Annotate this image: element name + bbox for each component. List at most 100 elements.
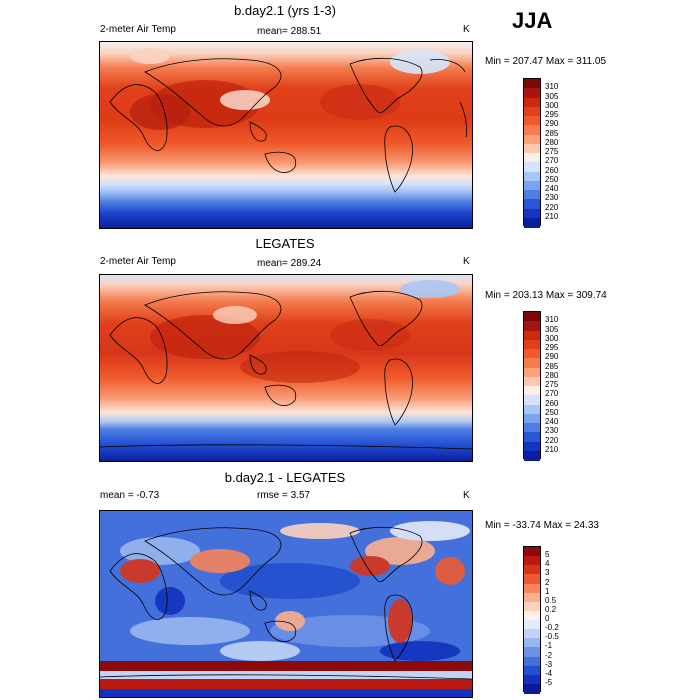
panel-1-colorbar-tick-label: 280 <box>545 137 559 147</box>
panel-1-colorbar-swatch <box>524 116 540 126</box>
panel-2-variable-label: 2-meter Air Temp <box>100 256 176 267</box>
panel-2-colorbar-swatch <box>524 376 540 387</box>
panel-3-colorbar-tick-label: 0 <box>545 614 550 623</box>
panel-3-colorbar-swatch <box>524 547 540 557</box>
panel-1-colorbar-tick-label: 290 <box>545 119 559 129</box>
panel-1-minmax-label: Min = 207.47 Max = 311.05 <box>485 56 607 67</box>
panel-3-colorbar-tick-label: -0.2 <box>545 623 559 633</box>
panel-2-colorbar-swatch <box>524 432 540 442</box>
panel-1-colorbar-tick-label: 260 <box>545 165 559 175</box>
panel-1-units-label: K <box>463 24 470 35</box>
panel-1-variable-label: 2-meter Air Temp <box>100 24 176 35</box>
panel-2-map <box>99 274 473 462</box>
panel-1-colorbar-swatch <box>524 143 540 154</box>
panel-2-colorbar-tick-label: 290 <box>545 352 559 362</box>
panel-1-colorbar-tick-label: 220 <box>545 202 559 212</box>
panel-3-colorbar-tick-label: 2 <box>545 577 550 587</box>
panel-3-colorbar-tick-label: -4 <box>545 668 553 678</box>
panel-3-colorbar-swatch <box>524 620 540 630</box>
panel-1-colorbar-tick-label: 240 <box>545 184 559 193</box>
panel-1-colorbar-tick-label: 285 <box>545 128 559 138</box>
panel-1-colorbar-tick-label: 275 <box>545 147 559 156</box>
panel-3-colorbar-swatch <box>524 592 540 603</box>
panel-1-map-graphic <box>100 42 472 228</box>
panel-1-colorbar-swatch <box>524 162 540 172</box>
panel-1-colorbar-bar <box>523 78 541 228</box>
panel-2-colorbar-tick-label: 230 <box>545 426 559 436</box>
panel-2-colorbar-tick-label: 280 <box>545 370 559 380</box>
panel-3-minmax-label: Min = -33.74 Max = 24.33 <box>485 520 599 531</box>
panel-1-colorbar-swatch <box>524 88 540 98</box>
panel-2-colorbar-tick-label: 220 <box>545 435 559 445</box>
panel-1-colorbar-tick-label: 230 <box>545 193 559 203</box>
panel-3-rmse-label: rmse = 3.57 <box>257 490 311 501</box>
panel-3-colorbar-tick-label: -2 <box>545 650 553 660</box>
panel-2-colorbar: 310 305 300 295 290 285 280 275 270 260 250 240 230 2… <box>523 311 583 461</box>
panel-1-colorbar-tick-label: 270 <box>545 156 559 166</box>
panel-3-colorbar-tick-label: 1 <box>545 586 550 596</box>
panel-3-colorbar-swatch <box>524 583 540 594</box>
panel-1-colorbar-swatch <box>524 208 540 219</box>
panel-1-colorbar-tick-label: 305 <box>545 91 559 101</box>
panel-3-colorbar-swatch <box>524 674 540 685</box>
panel-3-colorbar-swatch <box>524 647 540 657</box>
panel-2-colorbar-swatch <box>524 386 540 396</box>
panel-3-colorbar-swatch <box>524 665 540 676</box>
panel-1-colorbar-swatch <box>524 199 540 209</box>
panel-2-mean-label: mean= 289.24 <box>257 258 322 269</box>
panel-2-colorbar-swatch <box>524 330 540 341</box>
panel-3-colorbar-swatch <box>524 601 540 612</box>
panel-1-colorbar-tick-label: 310 <box>545 82 559 92</box>
panel-2-colorbar-tick-label: 250 <box>545 407 559 417</box>
panel-3-colorbar-tick-label: 4 <box>545 559 550 569</box>
panel-2-colorbar-tick-label: 275 <box>545 380 559 389</box>
panel-2-colorbar-swatch <box>524 358 540 368</box>
panel-3-mean-label: mean = -0.73 <box>100 490 160 501</box>
panel-3-map <box>99 510 473 698</box>
panel-3-colorbar-swatch <box>524 610 540 621</box>
panel-3-colorbar-tick-label: -1 <box>545 641 553 651</box>
panel-2-colorbar-tick-label: 295 <box>545 343 559 352</box>
panel-2-colorbar-tick-label: 285 <box>545 361 559 371</box>
panel-2-colorbar-swatch <box>524 367 540 378</box>
panel-2-colorbar-swatch <box>524 312 540 322</box>
panel-3-colorbar-swatch <box>524 556 540 566</box>
panel-3-colorbar-tick-label: 5 <box>545 550 550 560</box>
panel-3-title: b.day2.1 - LEGATES <box>224 470 346 485</box>
panel-3-colorbar-swatch <box>524 638 540 648</box>
panel-2-colorbar-tick-label: 300 <box>545 333 559 343</box>
panel-2-colorbar-swatch <box>524 450 540 461</box>
panel-2-colorbar-tick-label: 305 <box>545 324 559 334</box>
panel-1-colorbar: 310 305 300 295 290 285 280 275 270 260 250 240 230 2… <box>523 78 583 228</box>
panel-1-colorbar-tick-label: 295 <box>545 110 559 119</box>
panel-2-colorbar-swatch <box>524 423 540 433</box>
panel-1-colorbar-swatch <box>524 217 540 228</box>
panel-2-colorbar-tick-label: 260 <box>545 398 559 408</box>
panel-1-map <box>99 41 473 229</box>
panel-1-colorbar-swatch <box>524 180 540 191</box>
panel-3-colorbar-tick-label: 0.5 <box>545 595 557 605</box>
panel-2-colorbar-swatch <box>524 339 540 350</box>
panel-3-colorbar-tick-label: 3 <box>545 568 550 578</box>
panel-3-colorbar-tick-label: -5 <box>545 677 553 687</box>
panel-3-colorbar-tick-label: 0.2 <box>545 604 557 614</box>
panel-2-colorbar-swatch <box>524 321 540 331</box>
panel-1-colorbar-swatch <box>524 190 540 200</box>
panel-1-colorbar-tick-label: 210 <box>545 211 559 221</box>
season-label: JJA <box>512 8 553 33</box>
panel-3-colorbar-swatch <box>524 656 540 667</box>
panel-1-colorbar-swatch <box>524 134 540 145</box>
panel-3-colorbar-swatch <box>524 574 540 584</box>
panel-3-units-label: K <box>463 490 470 501</box>
panel-1-title: b.day2.1 (yrs 1-3) <box>234 3 336 18</box>
panel-2-title: LEGATES <box>255 236 315 251</box>
panel-2-colorbar-bar <box>523 311 541 461</box>
panel-3-map-graphic <box>100 511 472 697</box>
panel-2-colorbar-tick-label: 240 <box>545 417 559 426</box>
panel-3-colorbar-bar <box>523 546 541 694</box>
panel-3-colorbar-swatch <box>524 683 540 694</box>
panel-2-colorbar-swatch <box>524 441 540 452</box>
panel-3-colorbar-swatch <box>524 629 540 639</box>
panel-2-colorbar-swatch <box>524 349 540 359</box>
panel-1-colorbar-swatch <box>524 125 540 135</box>
